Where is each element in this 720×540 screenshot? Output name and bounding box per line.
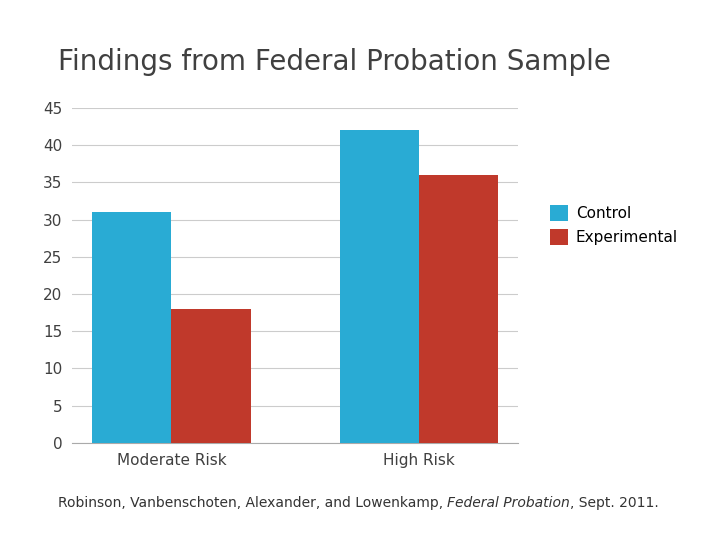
Legend: Control, Experimental: Control, Experimental — [544, 199, 684, 251]
Text: Findings from Federal Probation Sample: Findings from Federal Probation Sample — [58, 48, 611, 76]
Text: Federal Probation: Federal Probation — [447, 496, 570, 510]
Bar — [171, 309, 251, 443]
Bar — [419, 175, 498, 443]
Bar — [92, 212, 171, 443]
Text: Robinson, Vanbenschoten, Alexander, and Lowenkamp,: Robinson, Vanbenschoten, Alexander, and … — [58, 496, 447, 510]
Bar — [340, 130, 419, 443]
Text: , Sept. 2011.: , Sept. 2011. — [570, 496, 659, 510]
